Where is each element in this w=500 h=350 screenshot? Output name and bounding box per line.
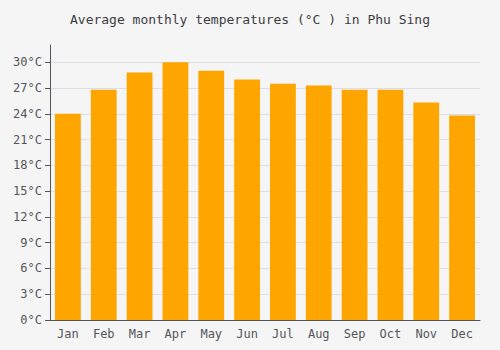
svg-text:3°C: 3°C: [20, 287, 42, 301]
svg-text:Aug: Aug: [308, 327, 330, 341]
svg-text:6°C: 6°C: [20, 261, 42, 275]
svg-text:Apr: Apr: [165, 327, 187, 341]
svg-text:21°C: 21°C: [13, 133, 42, 147]
svg-text:Jun: Jun: [236, 327, 258, 341]
svg-text:9°C: 9°C: [20, 236, 42, 250]
svg-text:27°C: 27°C: [13, 81, 42, 95]
svg-text:0°C: 0°C: [20, 313, 42, 327]
svg-text:Nov: Nov: [415, 327, 437, 341]
svg-text:15°C: 15°C: [13, 184, 42, 198]
svg-text:Jul: Jul: [272, 327, 294, 341]
svg-text:Mar: Mar: [129, 327, 151, 341]
svg-text:May: May: [200, 327, 222, 341]
svg-text:Jan: Jan: [57, 327, 79, 341]
svg-text:24°C: 24°C: [13, 107, 42, 121]
svg-text:30°C: 30°C: [13, 55, 42, 69]
svg-text:Sep: Sep: [344, 327, 366, 341]
svg-text:12°C: 12°C: [13, 210, 42, 224]
svg-text:Average monthly temperatures (: Average monthly temperatures (°C ) in Ph…: [70, 12, 430, 27]
svg-text:18°C: 18°C: [13, 158, 42, 172]
svg-text:Oct: Oct: [380, 327, 402, 341]
svg-text:Dec: Dec: [451, 327, 473, 341]
svg-text:Feb: Feb: [93, 327, 115, 341]
